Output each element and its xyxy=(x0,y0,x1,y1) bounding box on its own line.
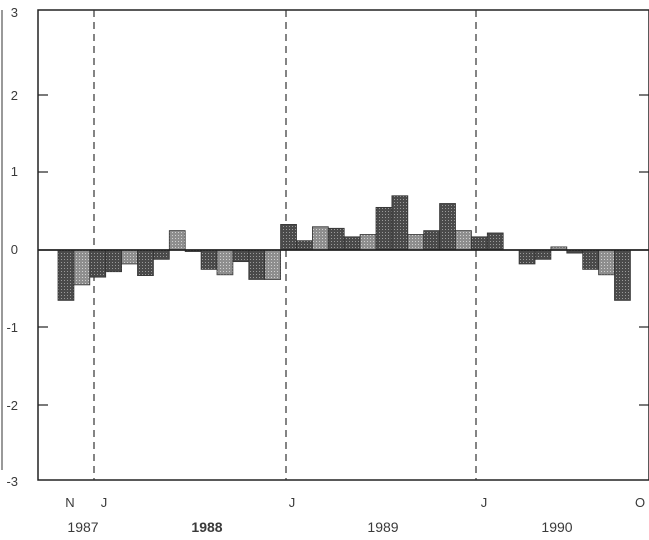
bar-1988-04 xyxy=(137,249,154,276)
bar-1989-03 xyxy=(311,226,329,251)
x-month-label-j: J xyxy=(481,495,488,510)
bar-1989-08 xyxy=(391,195,409,251)
bar-1987-11 xyxy=(57,249,75,301)
bar-1990-02 xyxy=(486,232,504,251)
bar-1988-11 xyxy=(248,249,266,280)
bar-1989-10 xyxy=(423,230,441,251)
x-year-label-1989: 1989 xyxy=(367,519,398,535)
bar-1988-02 xyxy=(105,249,122,273)
x-year-label-1990: 1990 xyxy=(541,519,572,535)
bar-1989-04 xyxy=(327,227,345,251)
bar-1987-12 xyxy=(73,249,91,286)
x-month-label-n: N xyxy=(65,495,74,510)
bar-1989-12 xyxy=(455,230,472,251)
bar-1990-10 xyxy=(614,249,631,301)
bar-1990-04 xyxy=(518,249,536,265)
bar-1988-12 xyxy=(264,249,282,280)
bar-1990-01 xyxy=(470,236,488,251)
bar-1990-09 xyxy=(598,249,615,276)
bar-1989-01 xyxy=(280,224,297,251)
x-year-label-1987: 1987 xyxy=(67,519,98,535)
x-month-label-j: J xyxy=(289,495,296,510)
y-tick-label: -2 xyxy=(6,398,18,413)
y-ticks xyxy=(38,94,649,406)
bar-1988-06 xyxy=(168,230,186,251)
bar-1990-05 xyxy=(534,249,552,260)
y-tick-label: -3 xyxy=(6,474,18,489)
bar-1988-10 xyxy=(232,249,250,263)
bar-1988-08 xyxy=(200,249,218,270)
y-tick-label: 0 xyxy=(11,242,18,257)
bar-1989-06 xyxy=(359,234,377,251)
y-tick-label: 2 xyxy=(11,88,18,103)
bar-1989-09 xyxy=(407,234,425,251)
bar-1990-08 xyxy=(582,249,600,270)
bar-1988-01 xyxy=(89,249,107,278)
y-tick-label: -1 xyxy=(6,320,18,335)
bar-1988-09 xyxy=(216,249,234,276)
x-year-label-1988: 1988 xyxy=(191,519,222,535)
x-month-label-o: O xyxy=(635,495,645,510)
x-month-label-j: J xyxy=(101,495,108,510)
bar-1989-11 xyxy=(439,203,456,251)
bar-1989-02 xyxy=(296,240,313,251)
y-tick-label: 1 xyxy=(11,164,18,179)
bar-1988-03 xyxy=(121,249,138,265)
bar-1989-05 xyxy=(343,236,361,251)
bar-1989-07 xyxy=(375,206,393,251)
y-tick-label: 3 xyxy=(11,5,18,20)
bar-1988-05 xyxy=(152,249,170,260)
